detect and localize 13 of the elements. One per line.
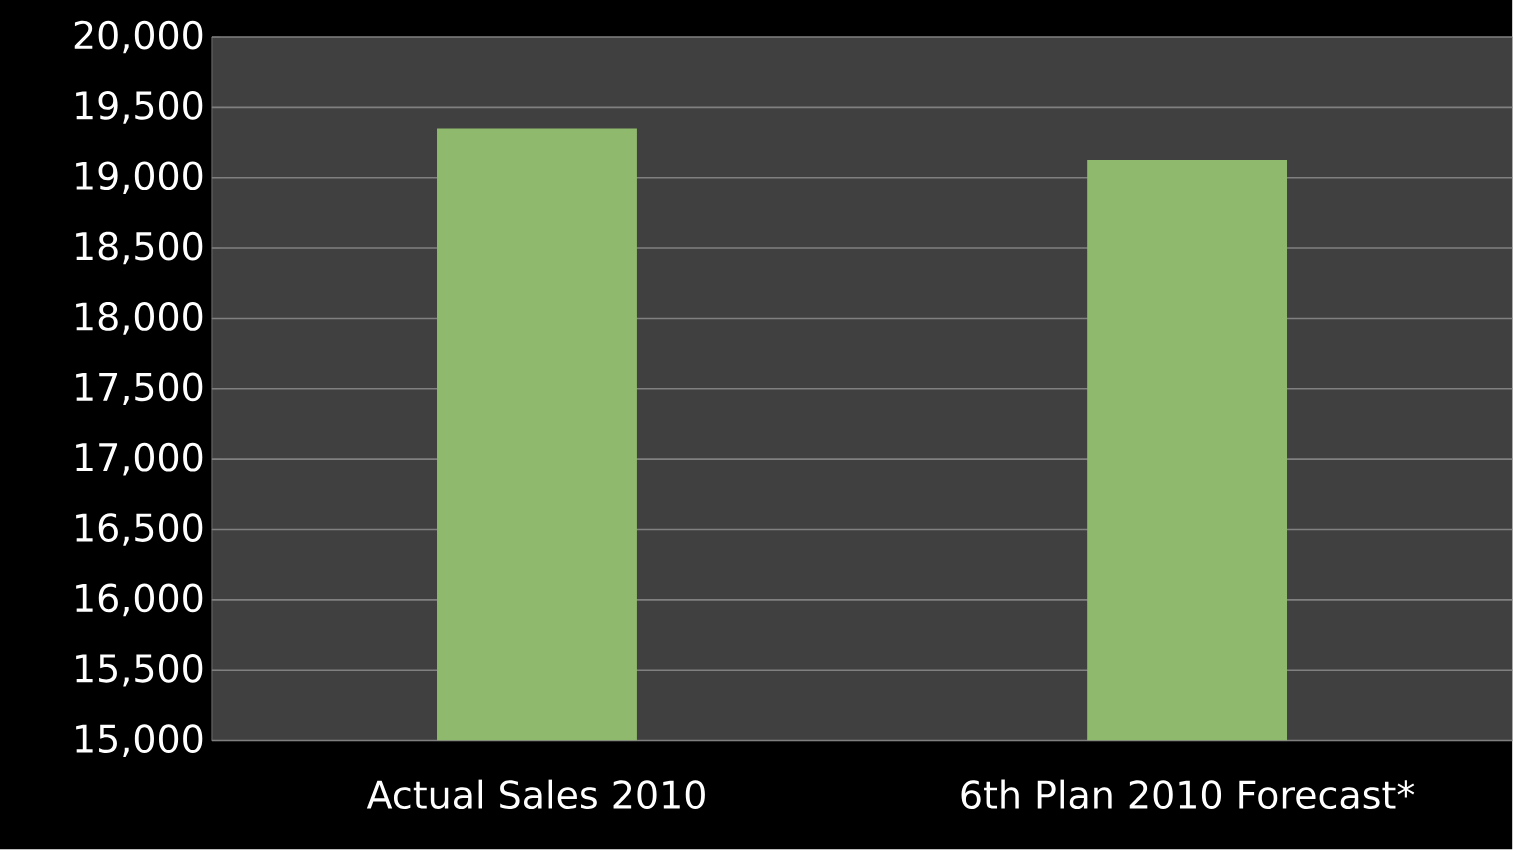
y-tick-label: 16,500	[76, 513, 203, 547]
y-tick-label: 15,000	[76, 724, 203, 758]
x-tick-label: 6th Plan 2010 Forecast*	[961, 779, 1415, 810]
y-tick-label: 20,000	[74, 20, 203, 54]
y-tick-label: 19,000	[76, 161, 203, 195]
y-tick-label: 17,000	[76, 443, 203, 476]
y-tick-label: 16,000	[76, 583, 203, 617]
x-tick-label: Actual Sales 2010	[366, 779, 705, 810]
y-tick-label: 18,500	[76, 231, 203, 265]
y-tick-label: 18,000	[76, 302, 203, 335]
y-tick-label: 19,500	[76, 91, 203, 124]
y-tick-label: 15,500	[76, 654, 203, 687]
y-tick-label: 17,500	[76, 372, 203, 406]
